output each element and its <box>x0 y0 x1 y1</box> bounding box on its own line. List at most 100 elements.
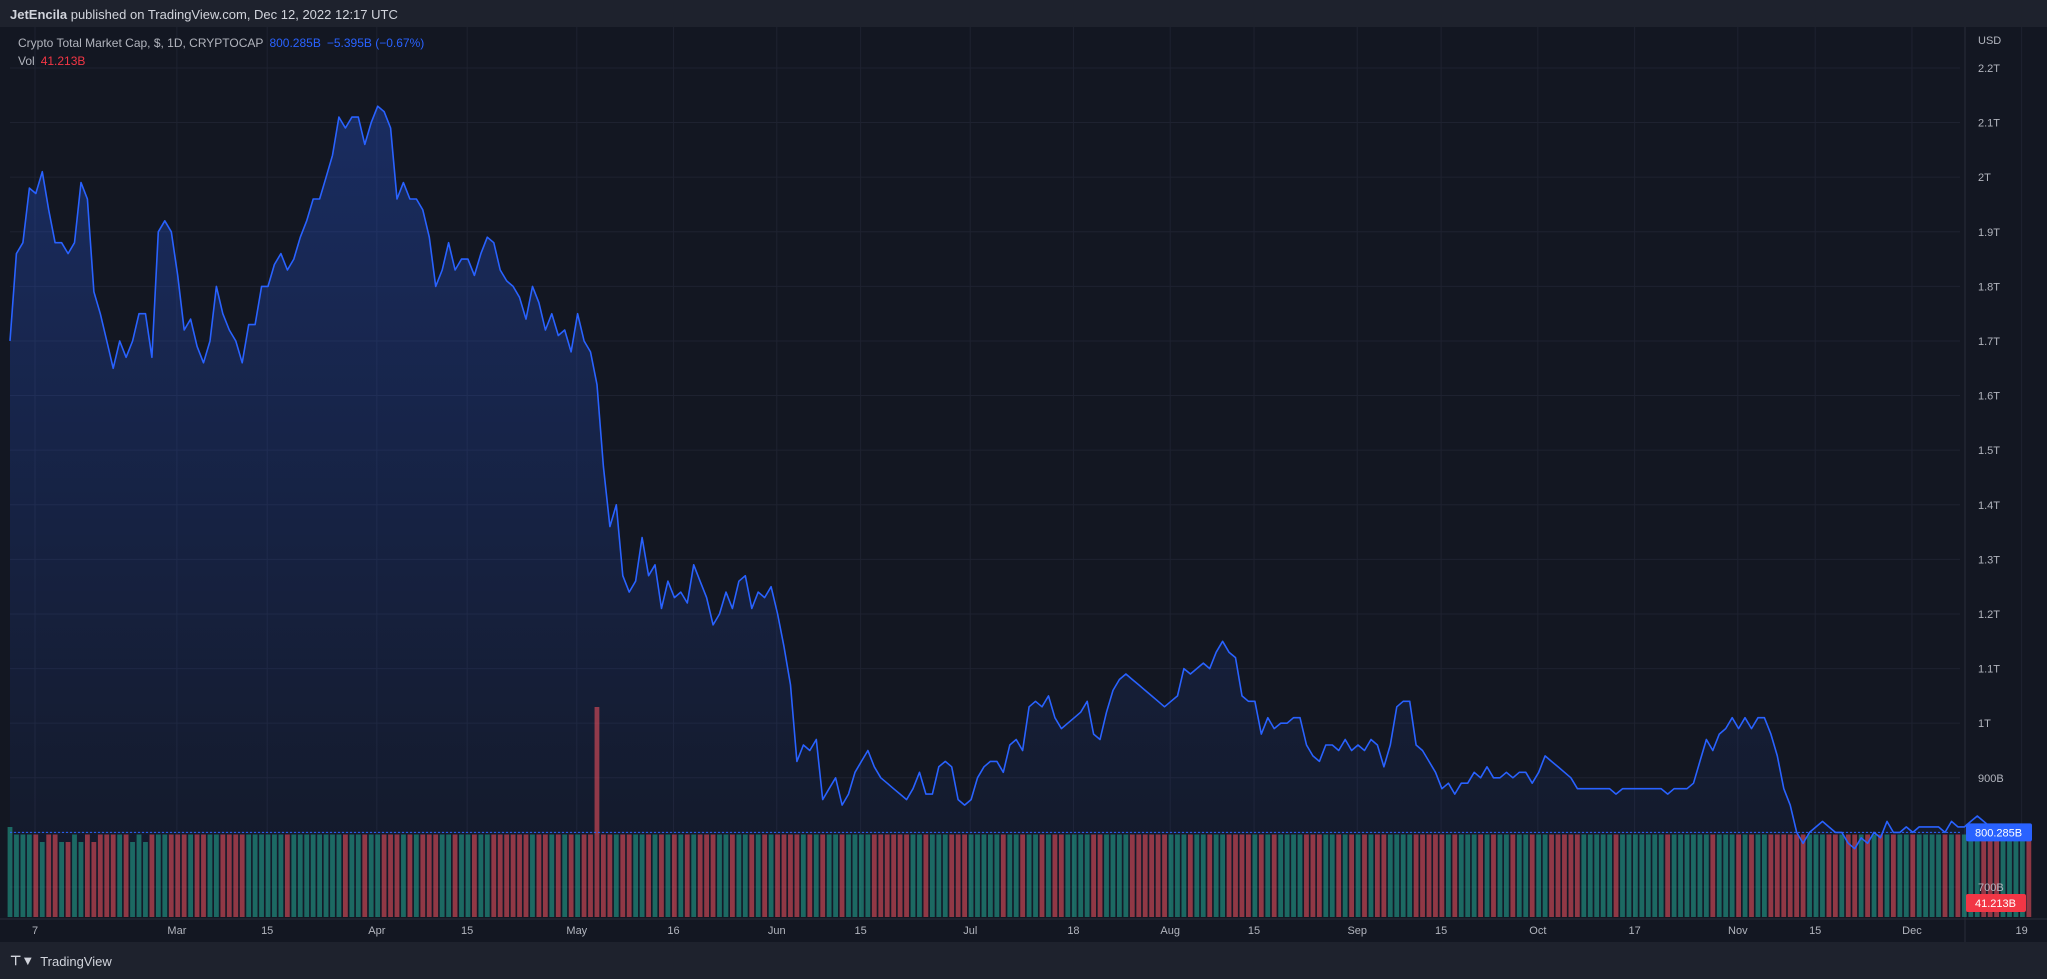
volume-bar <box>1445 834 1451 917</box>
volume-bar <box>265 834 271 917</box>
volume-bar <box>407 834 413 917</box>
y-tick-label: 1.4T <box>1978 500 2000 512</box>
publish-header: JetEncila published on TradingView.com, … <box>10 7 398 22</box>
volume-bar <box>349 834 355 917</box>
legend-symbol[interactable]: Crypto Total Market Cap, $, 1D, CRYPTOCA… <box>18 36 264 50</box>
volume-bar <box>1471 834 1477 917</box>
volume-bar <box>1181 834 1187 917</box>
volume-bar <box>1207 834 1213 917</box>
volume-bar <box>1755 834 1761 917</box>
volume-bar <box>1316 834 1322 917</box>
volume-bar <box>865 834 871 917</box>
volume-bar <box>39 842 45 917</box>
volume-bar <box>1194 834 1200 917</box>
volume-bar <box>91 842 97 917</box>
volume-bar <box>1529 834 1535 917</box>
volume-bar <box>1781 834 1787 917</box>
tradingview-logo-icon[interactable]: ⊤▼ <box>10 953 35 968</box>
volume-bar <box>52 834 58 917</box>
volume-bar <box>330 834 335 917</box>
volume-bar <box>1220 834 1225 917</box>
volume-bar <box>1355 834 1361 917</box>
x-tick-label: Aug <box>1160 925 1180 937</box>
volume-bar <box>594 707 600 917</box>
volume-bar <box>1639 834 1645 917</box>
volume-bar <box>1697 834 1703 917</box>
volume-bar <box>1684 834 1690 917</box>
volume-bar <box>1574 834 1580 917</box>
x-tick-label: Jul <box>963 925 977 937</box>
volume-bar <box>510 834 516 917</box>
volume-bar <box>1871 834 1877 917</box>
volume-bar <box>252 834 258 917</box>
volume-bar <box>1187 834 1193 917</box>
volume-bar <box>768 834 774 917</box>
y-tick-label: 1.8T <box>1978 281 2000 293</box>
volume-bar <box>1858 834 1864 917</box>
volume-bar <box>2026 834 2032 917</box>
volume-bar <box>800 834 806 917</box>
volume-bar <box>813 834 819 917</box>
volume-bar <box>246 834 252 917</box>
volume-bar <box>568 834 574 917</box>
volume-bar <box>207 834 213 917</box>
chart-frame[interactable]: USD 2.2T 2.1T 2T 1.9T 1.8T 1.7T 1.6T 1.5T 1.4T 1.3… <box>0 27 2047 942</box>
price-chart[interactable]: USD 2.2T 2.1T 2T 1.9T 1.8T 1.7T 1.6T 1.5T 1.4T 1.3… <box>0 27 2047 942</box>
volume-bar <box>136 834 142 917</box>
y-tick-label: 2.2T <box>1978 63 2000 75</box>
volume-bar <box>942 834 948 917</box>
x-tick-label: 15 <box>854 925 866 937</box>
volume-bar <box>1000 834 1006 917</box>
volume-bar <box>78 842 84 917</box>
volume-bar <box>1716 834 1722 917</box>
volume-bar <box>1329 834 1335 917</box>
footer-brand[interactable]: TradingView <box>40 953 112 969</box>
volume-bar <box>820 834 826 917</box>
volume-bar <box>575 834 580 917</box>
legend-price: 800.285B <box>269 36 321 50</box>
volume-bar <box>1974 834 1980 917</box>
volume-bar <box>1710 834 1716 917</box>
y-tick-label: 1.3T <box>1978 554 2000 566</box>
volume-bar <box>878 834 884 917</box>
volume-bar <box>1768 834 1774 917</box>
volume-bar <box>2007 834 2012 917</box>
x-tick-label: Sep <box>1347 925 1367 937</box>
volume-bar <box>459 834 464 917</box>
volume-bar <box>730 834 735 917</box>
volume-bar <box>1736 834 1741 917</box>
volume-bar <box>7 827 13 917</box>
volume-bar <box>1510 834 1516 917</box>
volume-bar <box>201 834 206 917</box>
volume-bar <box>110 834 116 917</box>
x-tick-label: 15 <box>1435 925 1447 937</box>
volume-bar <box>1452 834 1458 917</box>
volume-bar <box>717 834 722 917</box>
volume-bar <box>517 834 522 917</box>
volume-bar <box>988 834 993 917</box>
volume-bar <box>1800 834 1806 917</box>
volume-bar <box>72 834 77 917</box>
volume-bar <box>1633 834 1638 917</box>
volume-bar <box>1097 834 1103 917</box>
footer: ⊤▼ TradingView <box>10 953 112 969</box>
legend-vol-label[interactable]: Vol <box>18 54 35 68</box>
volume-bar <box>1568 834 1574 917</box>
volume-bar <box>1400 834 1406 917</box>
volume-bar <box>639 834 645 917</box>
volume-bar <box>85 834 90 917</box>
volume-bar <box>1497 834 1503 917</box>
volume-bar <box>1084 834 1090 917</box>
volume-bar <box>523 834 529 917</box>
volume-bar <box>1671 834 1677 917</box>
volume-bar <box>1394 834 1400 917</box>
x-tick-label: 15 <box>1248 925 1260 937</box>
volume-bar <box>433 834 439 917</box>
volume-bar <box>555 834 561 917</box>
author-name[interactable]: JetEncila <box>10 7 68 22</box>
y-tick-label: 1.5T <box>1978 445 2000 457</box>
volume-bar <box>1678 834 1683 917</box>
volume-bar <box>1916 834 1922 917</box>
volume-bar <box>310 834 316 917</box>
volume-bar <box>723 834 729 917</box>
